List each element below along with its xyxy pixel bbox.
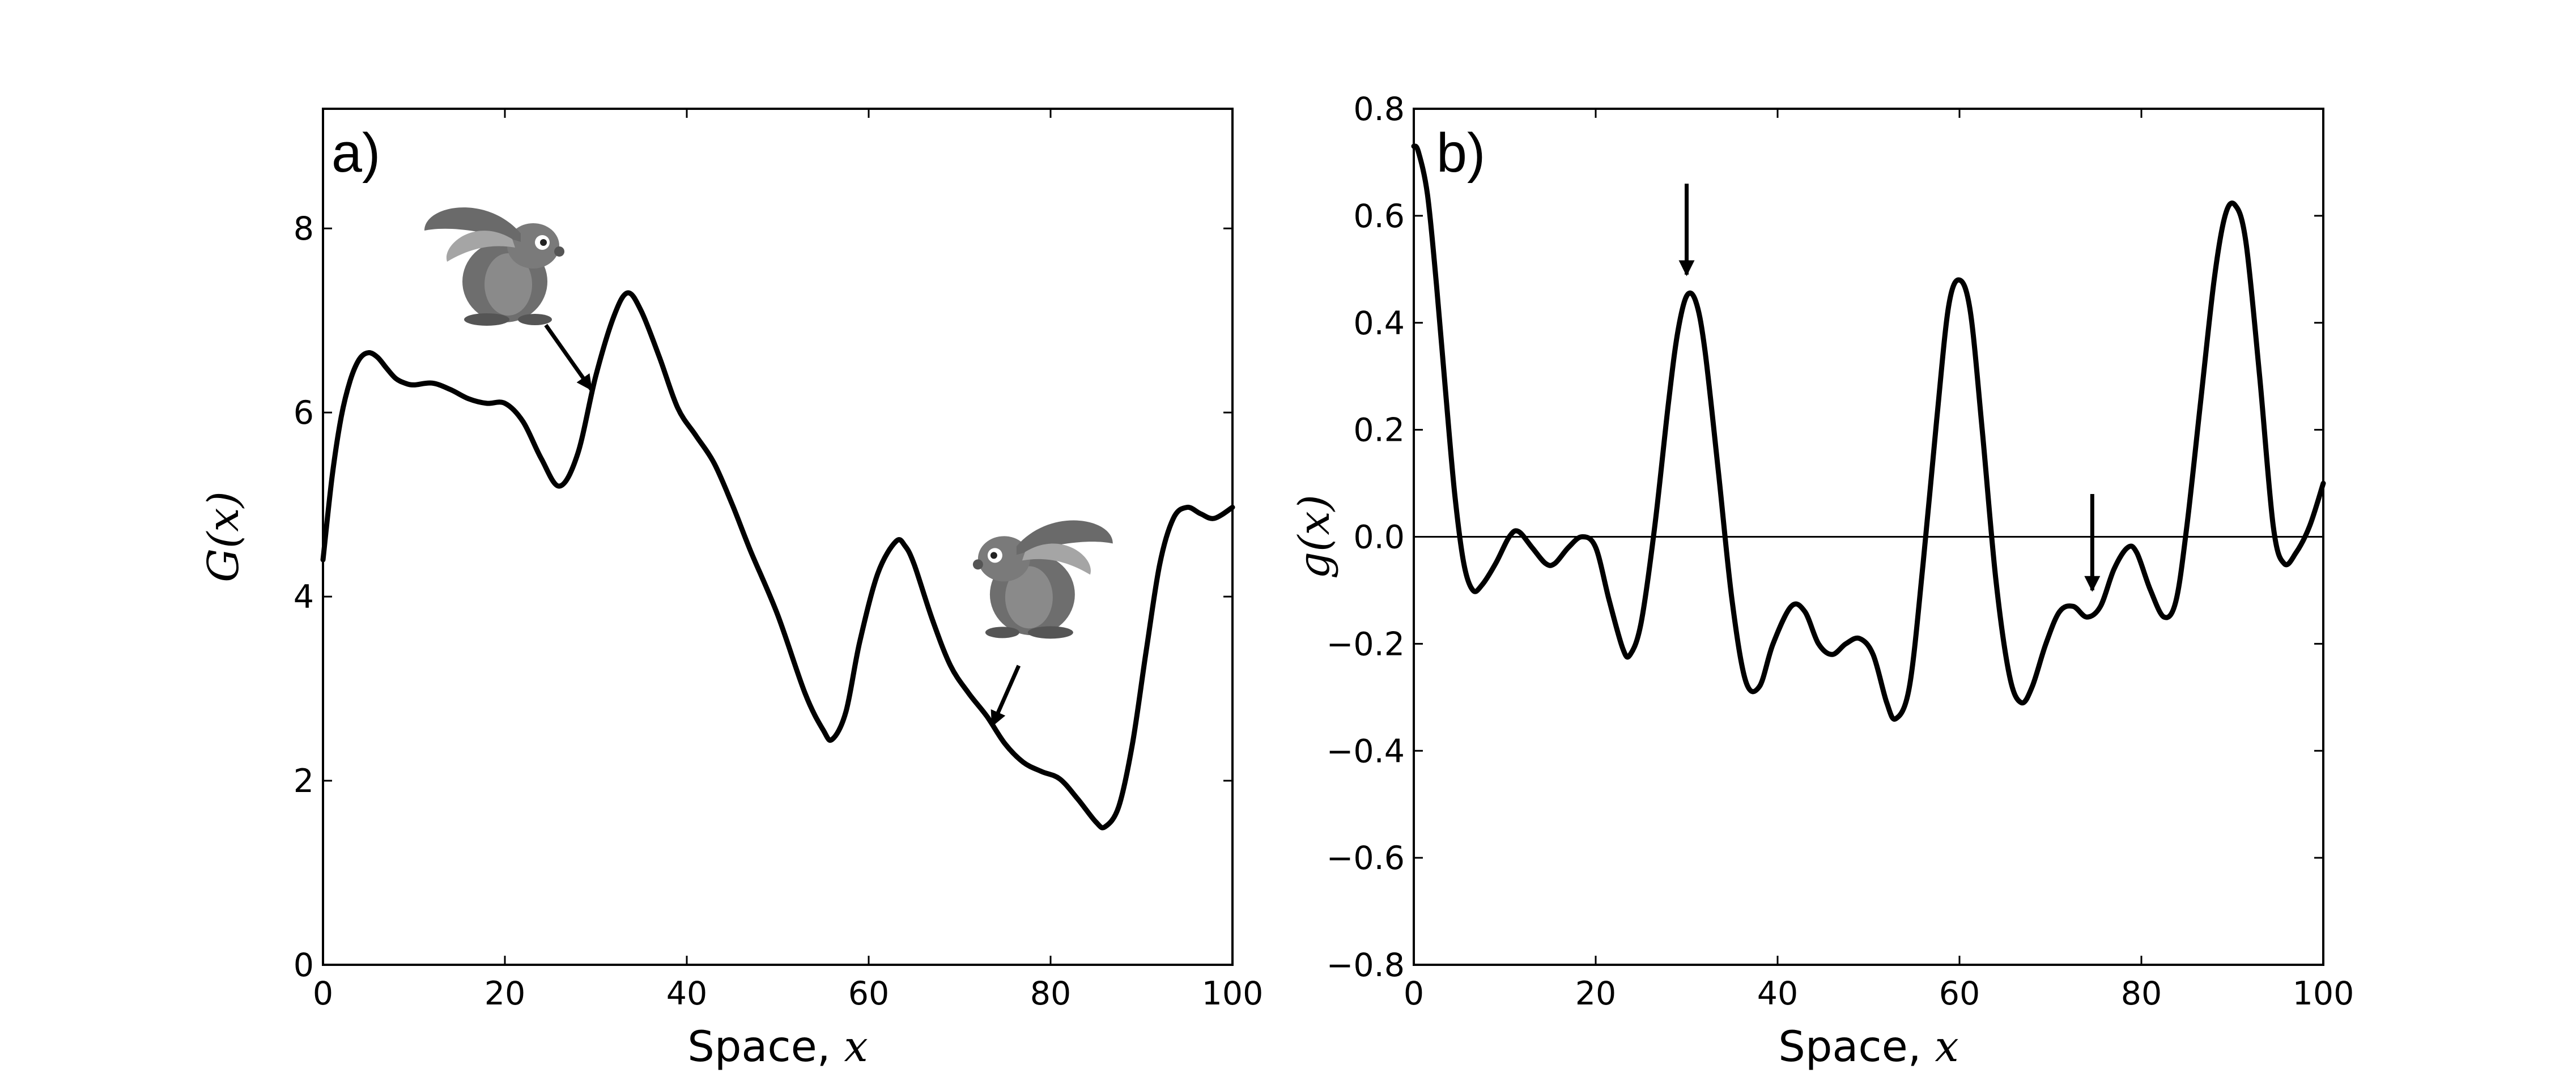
panel-a-x-axis-label-text: Space, (687, 1021, 844, 1071)
panel-b-y-tick-label: −0.4 (1327, 733, 1405, 770)
panel-a-x-tick-label: 0 (313, 975, 333, 1012)
panel-b: b) 0 20 40 60 80 100 −0.8 −0.6 −0.4 −0.2 0.0 0.2 0.4… (1289, 91, 2354, 1071)
panel-a-y-tick-label: 0 (294, 947, 314, 984)
panel-b-x-tick-label: 0 (1404, 975, 1424, 1012)
panel-b-y-tick-label: −0.2 (1327, 625, 1405, 663)
panel-a-annotations (424, 207, 1113, 727)
panel-b-y-tick-label: 0.2 (1353, 412, 1405, 449)
panel-b-x-tick-label: 20 (1575, 975, 1617, 1012)
panel-b-y-axis-label: g(x) (1289, 495, 1339, 579)
panel-a-series-line (320, 290, 1235, 831)
panel-a-arrow (991, 665, 1021, 727)
panel-b-x-axis-label-var: x (1935, 1021, 1958, 1071)
panel-b-y-tick-label: −0.8 (1327, 947, 1405, 984)
panel-b-plot-frame (1413, 108, 2324, 966)
hare-icon (424, 207, 565, 326)
panel-b-annotations (1678, 184, 2101, 592)
panel-a-x-tick-label: 100 (1202, 975, 1264, 1012)
hare-icon (972, 520, 1113, 639)
panel-a: a) 0 20 40 60 80 100 0 2 4 6 8 Space, x G(x) (198, 108, 1264, 1071)
panel-a-x-axis-label-var: x (844, 1021, 868, 1071)
panel-b-label: b) (1436, 122, 1485, 184)
panel-a-arrow (544, 323, 593, 391)
panel-b-x-axis-label: Space, x (1778, 1021, 1959, 1071)
panel-a-x-tick-label: 40 (666, 975, 708, 1012)
panel-a-y-axis-label: G(x) (198, 491, 248, 582)
panel-b-y-tick-label: −0.6 (1327, 840, 1405, 877)
panel-b-series-line (1411, 143, 2326, 722)
panel-b-y-tick-label: 0.6 (1353, 198, 1405, 235)
panel-a-label: a) (331, 122, 380, 184)
panel-a-y-tick-label: 4 (294, 578, 314, 616)
panel-a-x-tick-label: 80 (1030, 975, 1072, 1012)
panel-a-y-tick-label: 2 (294, 763, 314, 800)
panel-a-ticks: 0 20 40 60 80 100 0 2 4 6 8 (294, 109, 1264, 1012)
panel-b-x-tick-label: 40 (1757, 975, 1799, 1012)
panel-a-y-tick-label: 8 (294, 210, 314, 248)
panel-b-y-tick-label: 0.0 (1353, 519, 1405, 556)
panel-b-x-tick-label: 80 (2121, 975, 2162, 1012)
panel-a-y-tick-label: 6 (294, 394, 314, 432)
panel-b-x-tick-label: 100 (2293, 975, 2354, 1012)
panel-b-y-tick-label: 0.4 (1353, 305, 1405, 342)
panel-b-y-tick-label: 0.8 (1353, 91, 1405, 128)
panel-b-x-axis-label-text: Space, (1778, 1021, 1935, 1071)
panel-a-x-tick-label: 60 (848, 975, 890, 1012)
panel-a-plot-frame (322, 108, 1234, 966)
panel-a-x-axis-label: Space, x (687, 1021, 868, 1071)
panel-b-ticks: 0 20 40 60 80 100 −0.8 −0.6 −0.4 −0.2 0.0 0.2 0.4 0.6… (1327, 91, 2354, 1012)
panel-a-x-tick-label: 20 (484, 975, 526, 1012)
panel-b-x-tick-label: 60 (1939, 975, 1980, 1012)
